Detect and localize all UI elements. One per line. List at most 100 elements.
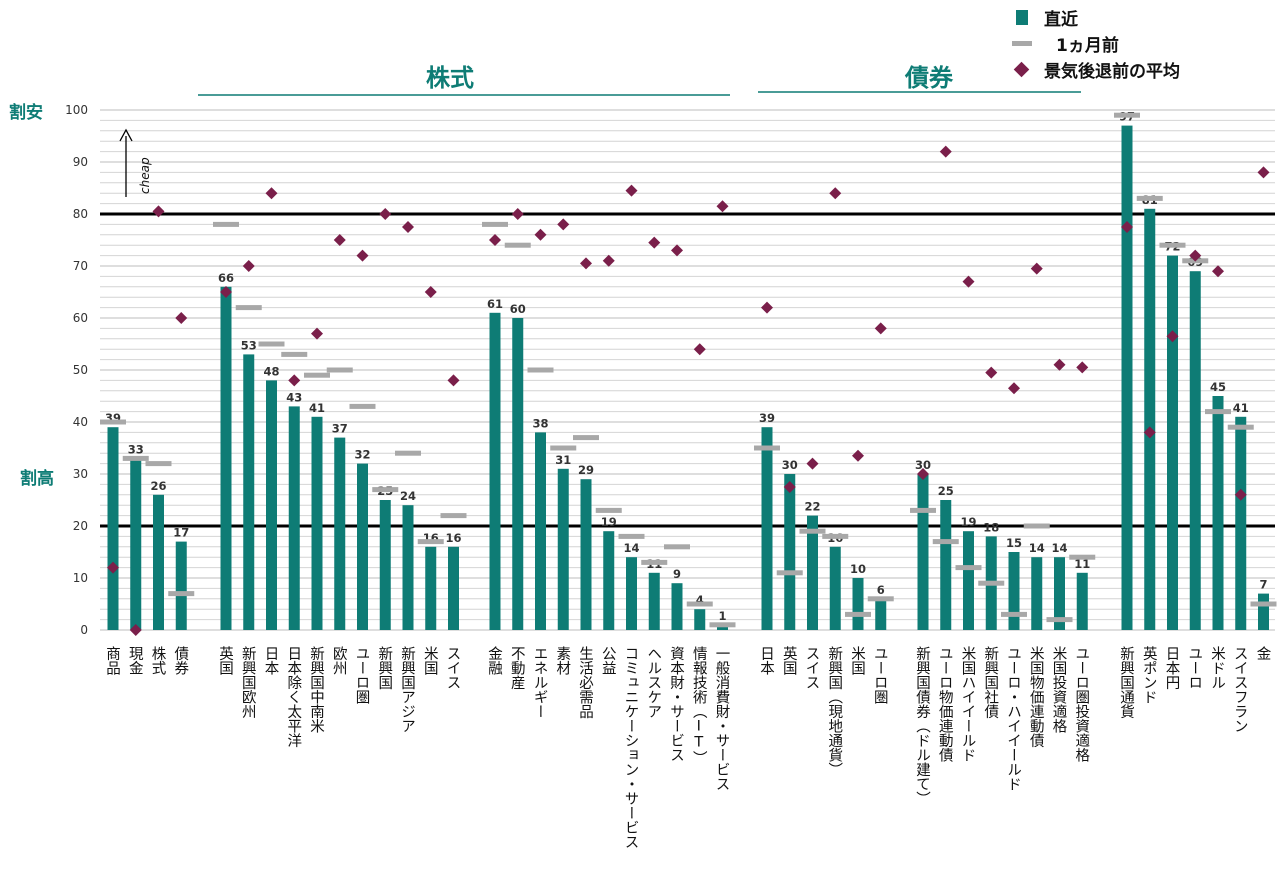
- avg-marker: [602, 254, 615, 267]
- bar-current: [917, 474, 929, 630]
- bar-current: [1212, 396, 1224, 630]
- bar-current: [875, 598, 887, 630]
- category-label: 新興国通貨: [1118, 646, 1134, 719]
- bar-current: [648, 572, 660, 630]
- legend-prev-label: 1ヵ月前: [1056, 35, 1119, 56]
- prev-month-marker: [1114, 112, 1140, 118]
- prev-month-marker: [395, 450, 421, 456]
- prev-month-marker: [664, 544, 690, 550]
- bar-value-label: 38: [532, 416, 548, 430]
- avg-marker: [580, 257, 592, 270]
- avg-marker: [447, 374, 460, 387]
- bar-current: [1167, 255, 1178, 630]
- bar-value-label: 41: [1233, 401, 1249, 415]
- y-tick-label: 100: [65, 103, 88, 117]
- bar-current: [1121, 125, 1133, 630]
- category-label: 公益: [600, 646, 616, 675]
- prev-month-marker: [1046, 617, 1073, 623]
- bar-current: [940, 500, 952, 630]
- bar-current: [220, 286, 232, 630]
- avg-marker: [265, 187, 278, 200]
- category-label: 英国: [781, 645, 797, 676]
- bar-value-label: 14: [623, 541, 639, 555]
- prev-month-marker: [482, 221, 508, 227]
- avg-marker: [829, 187, 842, 200]
- prev-month-marker: [1250, 601, 1277, 607]
- y-tick-label: 60: [73, 311, 88, 325]
- avg-marker: [424, 286, 437, 298]
- category-label: 商品: [104, 646, 120, 676]
- avg-marker: [356, 249, 369, 262]
- prev-month-marker: [168, 591, 195, 597]
- prev-month-marker: [978, 580, 1005, 586]
- bar-current: [717, 624, 728, 630]
- prev-month-marker: [910, 507, 936, 513]
- legend-dash-swatch: [1012, 40, 1032, 46]
- avg-marker: [152, 205, 165, 218]
- bar-value-label: 25: [938, 484, 954, 498]
- prev-month-marker: [754, 445, 780, 451]
- prev-month-marker: [213, 221, 239, 227]
- legend-avg: 景気後退前の平均: [1012, 56, 1180, 82]
- category-label: 生活必需品: [577, 646, 593, 719]
- prev-month-marker: [550, 445, 577, 451]
- category-label: 新興国中南米: [308, 646, 324, 734]
- avg-marker: [625, 184, 638, 197]
- bar-current: [379, 500, 391, 630]
- zone-label-cheap: 割安: [9, 103, 43, 123]
- legend-prev: 1ヵ月前: [1012, 30, 1180, 56]
- bar-current: [1031, 557, 1043, 630]
- category-label: コミュニケーション・サービス: [623, 646, 639, 849]
- avg-marker: [402, 221, 414, 233]
- category-label: ユーロ圏: [872, 646, 888, 704]
- avg-marker: [333, 234, 346, 246]
- avg-marker: [671, 244, 683, 257]
- prev-month-marker: [1069, 554, 1096, 560]
- avg-marker: [1143, 426, 1156, 439]
- avg-marker: [761, 301, 773, 314]
- category-label: スイス: [445, 646, 461, 690]
- avg-marker: [783, 481, 796, 493]
- bar-value-label: 9: [673, 567, 681, 581]
- bar-value-label: 30: [915, 458, 931, 472]
- avg-marker: [1076, 361, 1089, 374]
- avg-marker: [985, 366, 998, 379]
- bar-current: [626, 557, 637, 630]
- category-label: 株式: [150, 646, 166, 676]
- avg-marker: [1030, 262, 1043, 275]
- category-label: 日本: [263, 646, 279, 675]
- avg-marker: [648, 236, 661, 249]
- category-label: スイス: [804, 646, 820, 690]
- y-tick-label: 50: [73, 363, 88, 377]
- bar-current: [580, 479, 592, 630]
- category-label: 現金: [127, 646, 143, 675]
- prev-month-marker: [258, 341, 285, 347]
- bar-current: [311, 416, 323, 630]
- category-label: スイスフラン: [1232, 646, 1248, 733]
- category-label: 米国物価連動債: [1028, 646, 1044, 748]
- avg-marker: [1121, 221, 1133, 233]
- bar-value-label: 48: [263, 364, 279, 378]
- avg-marker: [311, 327, 323, 340]
- bar-value-label: 33: [128, 442, 144, 456]
- category-label: 情報技術（IT）: [691, 646, 707, 765]
- avg-marker: [917, 468, 929, 480]
- bar-value-label: 53: [241, 338, 257, 352]
- bar-current: [1189, 271, 1201, 630]
- category-label: 金: [1255, 646, 1271, 661]
- bar-value-label: 17: [173, 526, 189, 540]
- y-tick-label: 80: [73, 207, 88, 221]
- avg-marker: [1257, 166, 1270, 179]
- bar-value-label: 45: [1210, 380, 1226, 394]
- avg-marker: [852, 449, 864, 462]
- bar-value-label: 15: [1006, 536, 1022, 550]
- legend-current: 直近: [1012, 4, 1180, 30]
- category-label: 英ポンド: [1141, 645, 1157, 704]
- avg-marker: [489, 234, 501, 246]
- prev-month-marker: [1227, 424, 1254, 430]
- prev-month-marker: [145, 461, 172, 467]
- category-label: 欧州: [331, 646, 347, 676]
- prev-month-marker: [955, 565, 982, 571]
- legend: 直近 1ヵ月前 景気後退前の平均: [1012, 4, 1180, 82]
- category-label: 新興国債券（ドル建て）: [914, 646, 930, 806]
